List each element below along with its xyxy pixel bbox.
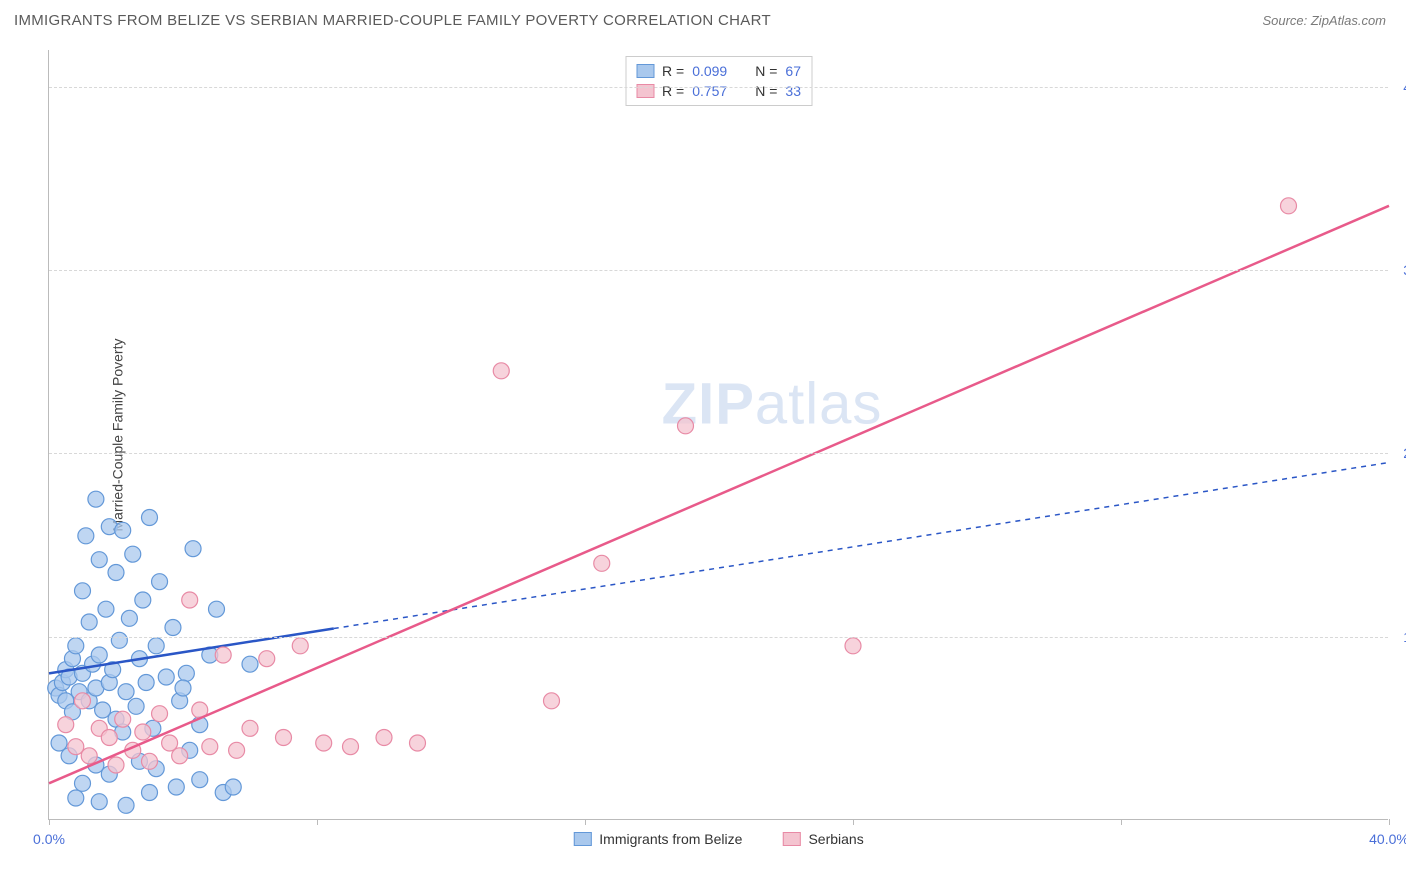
- scatter-point: [678, 418, 694, 434]
- scatter-point: [81, 614, 97, 630]
- scatter-point: [91, 794, 107, 810]
- scatter-point: [158, 669, 174, 685]
- scatter-point: [148, 638, 164, 654]
- scatter-point: [376, 730, 392, 746]
- scatter-point: [138, 675, 154, 691]
- scatter-point: [58, 717, 74, 733]
- scatter-point: [259, 651, 275, 667]
- scatter-point: [88, 491, 104, 507]
- scatter-point: [101, 730, 117, 746]
- legend-item-series-1: Serbians: [782, 831, 863, 847]
- scatter-point: [121, 610, 137, 626]
- scatter-point: [316, 735, 332, 751]
- scatter-point: [98, 601, 114, 617]
- swatch-series-0: [636, 64, 654, 78]
- scatter-plot-svg: [49, 50, 1388, 819]
- scatter-point: [75, 775, 91, 791]
- scatter-point: [192, 772, 208, 788]
- x-tick: [49, 819, 50, 825]
- x-tick: [585, 819, 586, 825]
- scatter-point: [242, 656, 258, 672]
- x-tick: [1121, 819, 1122, 825]
- series-legend: Immigrants from Belize Serbians: [573, 831, 863, 847]
- scatter-point: [168, 779, 184, 795]
- correlation-legend: R = 0.099 N = 67 R = 0.757 N = 33: [625, 56, 812, 106]
- legend-row-series-0: R = 0.099 N = 67: [636, 61, 801, 81]
- gridline: [49, 637, 1388, 638]
- scatter-point: [142, 753, 158, 769]
- scatter-point: [135, 724, 151, 740]
- scatter-point: [845, 638, 861, 654]
- scatter-point: [292, 638, 308, 654]
- scatter-point: [493, 363, 509, 379]
- scatter-point: [81, 748, 97, 764]
- scatter-point: [91, 647, 107, 663]
- scatter-point: [115, 711, 131, 727]
- scatter-point: [68, 790, 84, 806]
- scatter-point: [152, 574, 168, 590]
- scatter-point: [118, 684, 134, 700]
- x-tick: [317, 819, 318, 825]
- scatter-point: [115, 522, 131, 538]
- scatter-point: [410, 735, 426, 751]
- scatter-point: [111, 632, 127, 648]
- scatter-point: [165, 620, 181, 636]
- scatter-point: [78, 528, 94, 544]
- legend-item-series-0: Immigrants from Belize: [573, 831, 742, 847]
- scatter-point: [152, 706, 168, 722]
- chart-title: IMMIGRANTS FROM BELIZE VS SERBIAN MARRIE…: [14, 12, 771, 29]
- x-tick-label: 40.0%: [1369, 831, 1406, 847]
- gridline: [49, 87, 1388, 88]
- scatter-point: [182, 592, 198, 608]
- scatter-point: [1281, 198, 1297, 214]
- scatter-point: [142, 785, 158, 801]
- gridline: [49, 270, 1388, 271]
- scatter-point: [108, 565, 124, 581]
- scatter-point: [68, 638, 84, 654]
- scatter-point: [172, 748, 188, 764]
- x-tick: [1389, 819, 1390, 825]
- x-tick: [853, 819, 854, 825]
- scatter-point: [225, 779, 241, 795]
- scatter-point: [202, 739, 218, 755]
- trend-line-dashed: [334, 463, 1389, 629]
- source-attribution: Source: ZipAtlas.com: [1262, 13, 1386, 28]
- scatter-point: [229, 742, 245, 758]
- scatter-point: [125, 546, 141, 562]
- scatter-point: [276, 730, 292, 746]
- scatter-point: [343, 739, 359, 755]
- x-tick-label: 0.0%: [33, 831, 65, 847]
- scatter-point: [178, 665, 194, 681]
- chart-plot-area: Married-Couple Family Poverty ZIPatlas R…: [48, 50, 1388, 820]
- scatter-point: [242, 720, 258, 736]
- gridline: [49, 453, 1388, 454]
- scatter-point: [142, 510, 158, 526]
- scatter-point: [75, 693, 91, 709]
- scatter-point: [544, 693, 560, 709]
- scatter-point: [75, 583, 91, 599]
- scatter-point: [175, 680, 191, 696]
- scatter-point: [185, 541, 201, 557]
- swatch-series-1-bottom: [782, 832, 800, 846]
- legend-row-series-1: R = 0.757 N = 33: [636, 81, 801, 101]
- scatter-point: [91, 552, 107, 568]
- scatter-point: [215, 647, 231, 663]
- scatter-point: [118, 797, 134, 813]
- scatter-point: [128, 698, 144, 714]
- scatter-point: [135, 592, 151, 608]
- swatch-series-0-bottom: [573, 832, 591, 846]
- scatter-point: [209, 601, 225, 617]
- scatter-point: [108, 757, 124, 773]
- scatter-point: [594, 555, 610, 571]
